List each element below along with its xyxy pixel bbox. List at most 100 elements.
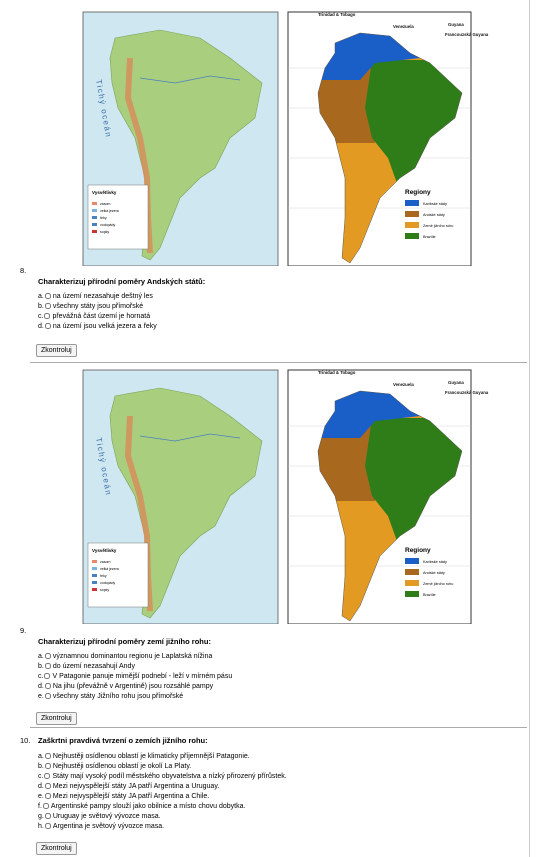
physical-legend-item: zasorn	[100, 560, 111, 564]
physical-legend-item: sopky	[100, 588, 109, 592]
legend-swatch	[405, 569, 419, 575]
legend-swatch	[405, 558, 419, 564]
checkbox[interactable]	[44, 663, 51, 670]
legend-swatch	[92, 581, 97, 584]
political-legend-item: Karibské státy	[423, 202, 447, 206]
option-text: V Patagonie panuje mimější podnebí - lež…	[52, 673, 233, 680]
option-letter: b.	[38, 663, 44, 670]
option-letter: g.	[38, 813, 44, 820]
legend-swatch	[92, 560, 97, 563]
checkbox[interactable]	[42, 803, 49, 810]
political-legend-item: Andské státy	[423, 571, 445, 575]
checkbox[interactable]	[44, 823, 51, 830]
checkbox[interactable]	[44, 813, 51, 820]
political-legend-title: Regiony	[405, 547, 431, 554]
legend-swatch	[405, 200, 419, 206]
option-text: všechny státy jsou přímořské	[52, 303, 144, 310]
option: e. Mezi nejvyspělejší státy JA patří Arge…	[38, 792, 287, 802]
option: d. Na jihu (převážně v Argentině) jsou ro…	[38, 682, 232, 692]
political-legend-item: Karibské státy	[423, 560, 447, 564]
checkbox[interactable]	[44, 303, 51, 310]
checkbox[interactable]	[44, 753, 51, 760]
physical-legend-item: vodopády	[100, 223, 115, 227]
country-label: Trinidad & Tobago	[318, 370, 356, 375]
checkbox[interactable]	[44, 793, 51, 800]
physical-legend-item: sopky	[100, 230, 109, 234]
page-edge	[529, 0, 530, 857]
legend-swatch	[92, 223, 97, 226]
option: d. na území jsou velká jezera a řeky	[38, 322, 157, 332]
amazon	[139, 433, 241, 442]
checkbox[interactable]	[44, 673, 51, 680]
option-text: Argentina je světový vývozce masa.	[52, 823, 165, 830]
checkbox[interactable]	[44, 653, 51, 660]
option-letter: b.	[38, 303, 44, 310]
check-button[interactable]: Zkontroluj	[36, 712, 77, 725]
country-label: Francouzská Guyana	[445, 390, 489, 395]
continent-outline	[317, 32, 463, 264]
question-title: Charakterizuj přírodní poměry zemí jižní…	[38, 637, 211, 646]
continent-outline	[317, 390, 463, 622]
country-label: Trinidad & Tobago	[318, 12, 356, 17]
legend-swatch	[92, 230, 97, 233]
option: a. významnou dominantou regionu je Laplat…	[38, 652, 232, 662]
option-letter: a.	[38, 753, 44, 760]
checkbox[interactable]	[44, 773, 51, 780]
country-label: Francouzská Guyana	[445, 32, 489, 37]
legend-swatch	[92, 209, 97, 212]
option: c. převážná část území je hornatá	[38, 312, 157, 322]
option-letter: a.	[38, 653, 44, 660]
option: a. na území nezasahuje deštný les	[38, 292, 157, 302]
legend-swatch	[405, 211, 419, 217]
checkbox[interactable]	[44, 693, 51, 700]
question-number: 9.	[20, 626, 27, 635]
option-letter: a.	[38, 293, 44, 300]
option: b. všechny státy jsou přímořské	[38, 302, 157, 312]
option: b. Nejhustěji osídlenou oblastí je okolí …	[38, 762, 287, 772]
legend-swatch	[92, 588, 97, 591]
option-text: na území jsou velká jezera a řeky	[52, 323, 157, 330]
political-legend-item: Brazílie	[423, 593, 436, 597]
option-letter: h.	[38, 823, 44, 830]
checkbox[interactable]	[44, 763, 51, 770]
physical-legend	[87, 184, 149, 250]
checkbox[interactable]	[44, 683, 51, 690]
legend-swatch	[405, 222, 419, 228]
legend-swatch	[405, 580, 419, 586]
options: a. významnou dominantou regionu je Laplat…	[38, 652, 232, 702]
option-text: Uruguay je světový vývozce masa.	[52, 813, 161, 820]
legend-swatch	[92, 574, 97, 577]
country-label: Guyana	[448, 22, 464, 27]
checkbox[interactable]	[44, 323, 51, 330]
checkbox[interactable]	[44, 313, 51, 320]
physical-legend-item: velká jezera	[100, 209, 119, 213]
political-legend-item: Země jižního rohu	[423, 582, 453, 586]
political-legend-item: Brazílie	[423, 235, 436, 239]
legend-swatch	[92, 567, 97, 570]
option: h. Argentina je světový vývozce masa.	[38, 822, 287, 832]
physical-legend-title: Vysvětlivky	[92, 548, 117, 553]
country-label: Venezuela	[393, 382, 414, 387]
physical-legend-item: vodopády	[100, 581, 115, 585]
option-text: Nejhustěji osídlenou oblastí je klimatic…	[52, 753, 250, 760]
andes	[124, 415, 153, 612]
physical-legend-item: řeky	[100, 574, 107, 578]
checkbox[interactable]	[44, 293, 51, 300]
check-button[interactable]: Zkontroluj	[36, 344, 77, 357]
option-text: významnou dominantou regionu je Laplatsk…	[52, 653, 213, 660]
legend-swatch	[405, 233, 419, 239]
country-label: Guyana	[448, 380, 464, 385]
physical-legend	[87, 542, 149, 608]
question-number: 10.	[20, 736, 31, 745]
checkbox[interactable]	[44, 783, 51, 790]
options: a. Nejhustěji osídlenou oblastí je klimat…	[38, 752, 287, 832]
option-text: Státy mají vysoký podíl městského obyvat…	[52, 773, 287, 780]
check-button[interactable]: Zkontroluj	[36, 842, 77, 855]
option-text: Mezi nejvyspělejší státy JA patří Argent…	[52, 793, 210, 800]
amazon	[139, 75, 241, 84]
physical-legend-item: řeky	[100, 216, 107, 220]
legend-swatch	[405, 591, 419, 597]
physical-legend-item: velká jezera	[100, 567, 119, 571]
question-title: Charakterizuj přírodní poměry Andských s…	[38, 277, 206, 286]
